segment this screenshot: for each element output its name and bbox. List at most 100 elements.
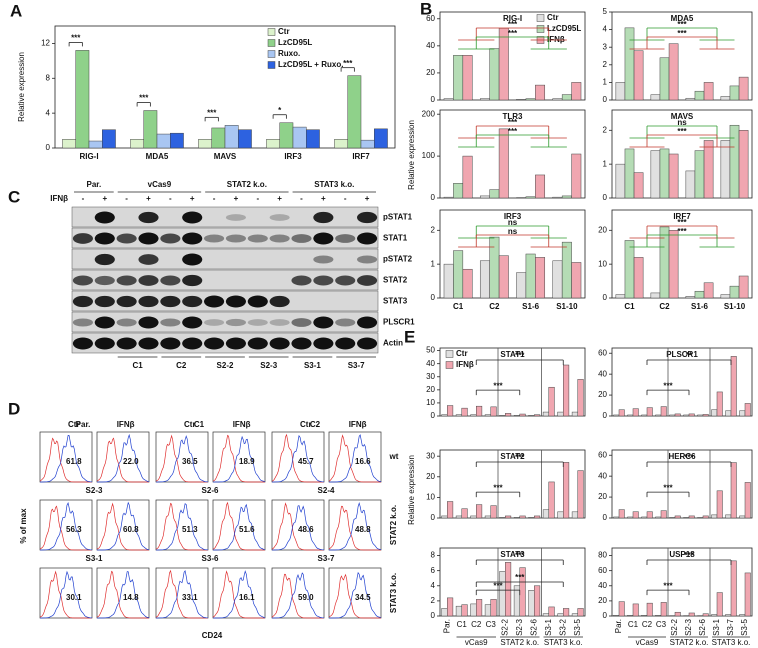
- lane-sign: +: [146, 194, 151, 203]
- blot-row-label: pSTAT1: [383, 213, 413, 222]
- group-label: vCas9: [465, 638, 488, 647]
- histogram-stain: [97, 501, 150, 551]
- bar: [238, 129, 252, 149]
- bar: [674, 413, 681, 417]
- bar: [646, 511, 653, 519]
- bar: [738, 130, 749, 199]
- blot-band: [116, 337, 137, 350]
- bar: [571, 511, 578, 519]
- bar: [660, 510, 667, 519]
- percent-label: 51.6: [239, 525, 255, 534]
- sample-label: S2-3: [86, 486, 103, 495]
- bar: [534, 585, 541, 617]
- x-axis-label: CD24: [202, 631, 223, 640]
- chart-title: MDA5: [671, 14, 694, 23]
- blot-band: [94, 211, 115, 224]
- bar: [513, 517, 520, 519]
- y-tick-label: 10: [426, 398, 435, 407]
- y-tick-label: 30: [426, 372, 435, 381]
- histogram-frame: [39, 499, 93, 551]
- plot-frame: [611, 109, 753, 199]
- histogram-stain: [156, 570, 209, 619]
- x-tick-label: Par.: [442, 619, 451, 633]
- significance: ***: [508, 118, 518, 127]
- bar: [632, 603, 639, 617]
- bar: [453, 55, 464, 101]
- blot-band: [182, 316, 203, 329]
- percent-label: 34.5: [355, 593, 371, 602]
- bar: [655, 516, 662, 519]
- blot-band: [204, 295, 225, 308]
- bar: [462, 55, 473, 101]
- bar: [739, 614, 746, 617]
- row-label: wt: [389, 452, 399, 461]
- plot-frame: [439, 11, 586, 101]
- bar: [484, 515, 492, 519]
- blot-band: [72, 295, 93, 308]
- percent-label: 45.7: [298, 457, 314, 466]
- x-tick-label: C2: [659, 302, 670, 311]
- blot-band: [313, 316, 334, 329]
- bar: [720, 96, 731, 101]
- bar: [702, 613, 709, 617]
- plot-frame: [611, 547, 753, 617]
- significance: ***: [508, 20, 518, 29]
- bar: [697, 414, 704, 417]
- y-tick-label: 20: [426, 472, 435, 481]
- x-tick-label: MDA5: [146, 152, 169, 161]
- blot-band: [291, 337, 312, 350]
- legend-label: LzCD95L + Ruxo.: [278, 60, 343, 69]
- legend-swatch: [267, 28, 276, 36]
- y-tick-label: 0: [603, 293, 608, 302]
- bar: [650, 292, 661, 299]
- y-tick-label: 60: [426, 14, 435, 23]
- lane-sign: +: [102, 194, 107, 203]
- blot-band: [116, 318, 137, 327]
- blot-band: [204, 319, 225, 326]
- plot-frame: [439, 347, 586, 417]
- y-tick-label: 20: [426, 385, 435, 394]
- bar: [624, 148, 635, 199]
- significance: ***: [493, 483, 503, 492]
- bar: [683, 517, 690, 519]
- y-axis-label: Relative expression: [407, 120, 416, 190]
- bar: [633, 172, 644, 199]
- blot-band: [182, 295, 203, 308]
- x-tick-label: IRF7: [352, 152, 370, 161]
- percent-label: 61.8: [66, 457, 82, 466]
- histogram-isotype: [96, 437, 149, 483]
- blot-row-label: STAT2: [383, 276, 408, 285]
- group-label: STAT3 k.o.: [544, 638, 583, 647]
- significance: ***: [343, 59, 353, 68]
- lane-sign: -: [256, 194, 259, 203]
- bar: [441, 515, 448, 519]
- x-tick-label: S1-6: [522, 302, 539, 311]
- bar: [525, 98, 536, 101]
- bar: [292, 126, 307, 149]
- bar: [618, 601, 625, 617]
- bar: [739, 515, 746, 519]
- chart-title: STAT3: [500, 550, 525, 559]
- x-tick-label: S3-5: [573, 618, 582, 635]
- clone-label: S3-7: [348, 361, 365, 370]
- plot-frame: [611, 209, 753, 299]
- bar: [548, 606, 555, 617]
- bar: [542, 411, 549, 417]
- bar: [548, 481, 555, 519]
- significance: ***: [493, 381, 503, 390]
- blot-band: [138, 275, 159, 286]
- blot-band: [225, 318, 246, 327]
- plot-frame: [611, 449, 753, 519]
- bar: [462, 155, 473, 199]
- x-tick-label: C1: [628, 620, 639, 629]
- plot-frame: [439, 209, 586, 299]
- blot-band: [291, 318, 312, 327]
- y-tick-label: 0: [431, 193, 436, 202]
- bar: [476, 599, 483, 617]
- bar: [711, 614, 718, 617]
- chart-title: TLR3: [503, 112, 524, 121]
- blot-band: [313, 232, 334, 245]
- histogram-frame: [212, 567, 266, 619]
- bar: [170, 132, 184, 149]
- bar: [499, 415, 506, 417]
